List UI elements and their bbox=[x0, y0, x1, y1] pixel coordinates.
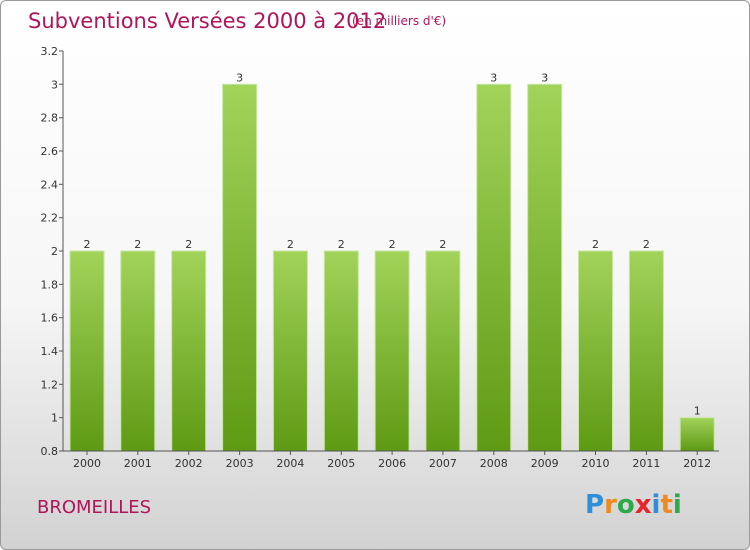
x-tick-label-2010: 2010 bbox=[582, 457, 610, 470]
chart-title: Subventions Versées 2000 à 2012 bbox=[28, 9, 387, 33]
x-tick-label-2000: 2000 bbox=[73, 457, 101, 470]
bar-2011 bbox=[628, 250, 664, 452]
logo-letter: t bbox=[660, 490, 673, 520]
y-tick-label-2: 1.2 bbox=[41, 378, 59, 391]
y-tick-label-11: 3 bbox=[51, 78, 58, 91]
logo-letter: i bbox=[672, 490, 682, 520]
x-tick-label-2004: 2004 bbox=[276, 457, 304, 470]
bar-2010 bbox=[578, 250, 613, 452]
bar-2009 bbox=[527, 83, 563, 452]
bar-2001 bbox=[120, 250, 156, 452]
y-tick-label-1: 1 bbox=[51, 412, 58, 425]
x-tick-label-2001: 2001 bbox=[124, 457, 152, 470]
x-tick-label-2005: 2005 bbox=[327, 457, 355, 470]
bar-2008 bbox=[476, 83, 512, 452]
value-label-2011: 2 bbox=[643, 238, 650, 251]
x-tick-label-2009: 2009 bbox=[531, 457, 559, 470]
bar-2000 bbox=[69, 250, 105, 452]
value-label-2007: 2 bbox=[439, 238, 446, 251]
value-label-2009: 3 bbox=[541, 71, 548, 84]
value-label-2000: 2 bbox=[84, 238, 91, 251]
y-tick-label-3: 1.4 bbox=[41, 345, 59, 358]
value-label-2005: 2 bbox=[338, 238, 345, 251]
x-tick-label-2008: 2008 bbox=[480, 457, 508, 470]
y-tick-label-8: 2.4 bbox=[41, 178, 59, 191]
bar-2002 bbox=[171, 250, 207, 452]
y-tick-label-6: 2 bbox=[51, 245, 58, 258]
chart-subtitle: (en milliers d'€) bbox=[352, 14, 447, 28]
value-label-2008: 3 bbox=[490, 71, 497, 84]
y-tick-label-7: 2.2 bbox=[41, 212, 59, 225]
bar-2004 bbox=[272, 250, 308, 452]
y-tick-label-4: 1.6 bbox=[41, 312, 59, 325]
value-label-2010: 2 bbox=[592, 238, 599, 251]
value-label-2012: 1 bbox=[694, 405, 701, 418]
commune-name: BROMEILLES bbox=[37, 497, 152, 518]
y-tick-label-10: 2.8 bbox=[41, 112, 59, 125]
x-tick-label-2006: 2006 bbox=[378, 457, 406, 470]
value-label-2004: 2 bbox=[287, 238, 294, 251]
x-tick-label-2002: 2002 bbox=[175, 457, 203, 470]
logo-letter: o bbox=[616, 490, 635, 520]
y-tick-label-9: 2.6 bbox=[41, 145, 59, 158]
y-tick-label-5: 1.8 bbox=[41, 278, 59, 291]
logo-letter: P bbox=[585, 490, 605, 520]
value-label-2006: 2 bbox=[389, 238, 396, 251]
x-tick-label-2011: 2011 bbox=[632, 457, 660, 470]
bar-2005 bbox=[323, 250, 359, 452]
y-tick-label-12: 3.2 bbox=[41, 45, 59, 58]
logo-letter: r bbox=[604, 490, 617, 520]
bar-2007 bbox=[425, 250, 461, 452]
y-tick-label-0: 0.8 bbox=[41, 445, 59, 458]
bar-2003 bbox=[222, 83, 258, 452]
logo-letter: x bbox=[634, 490, 652, 520]
value-label-2001: 2 bbox=[134, 238, 141, 251]
logo-letter: i bbox=[651, 490, 661, 520]
x-tick-label-2007: 2007 bbox=[429, 457, 457, 470]
value-label-2002: 2 bbox=[185, 238, 192, 251]
bar-2012 bbox=[679, 417, 715, 452]
x-tick-label-2012: 2012 bbox=[683, 457, 711, 470]
x-tick-label-2003: 2003 bbox=[226, 457, 254, 470]
bar-2006 bbox=[374, 250, 410, 452]
proxiti-logo[interactable]: Proxiti bbox=[585, 490, 682, 520]
value-label-2003: 3 bbox=[236, 71, 243, 84]
